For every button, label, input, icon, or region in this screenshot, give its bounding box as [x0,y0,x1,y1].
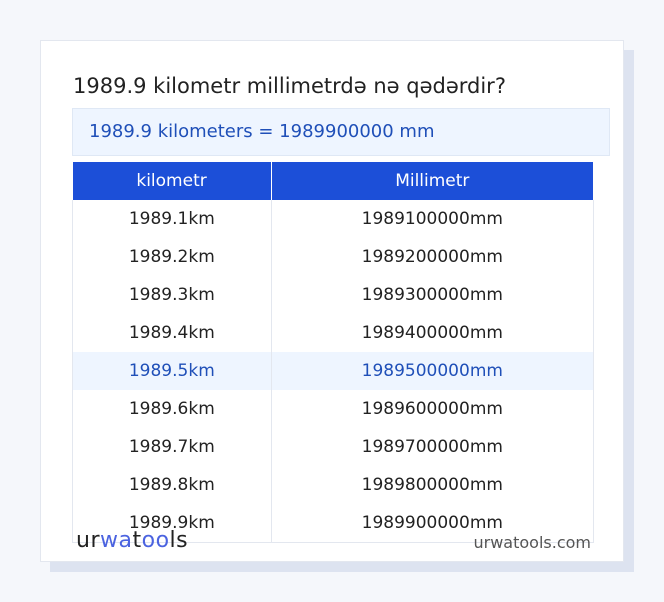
table-row: 1989.1km 1989100000mm [72,200,595,238]
millimeter-cell: 1989200000mm [270,238,595,276]
conversion-result: 1989.9 kilometers = 1989900000 mm [72,108,610,156]
kilometer-cell: 1989.5km [72,352,272,390]
kilometer-cell: 1989.3km [72,276,272,314]
kilometer-cell: 1989.4km [72,314,272,352]
table-row: 1989.9km 1989900000mm [72,504,595,543]
table-row: 1989.8km 1989800000mm [72,466,595,504]
site-link[interactable]: urwatools.com [473,533,592,552]
urwatools-logo[interactable]: urwatools [76,528,189,553]
millimeter-cell: 1989900000mm [270,504,595,543]
table-row: 1989.5km 1989500000mm [72,352,595,390]
millimeter-cell: 1989300000mm [270,276,595,314]
column-header-millimetr: Millimetr [271,162,595,200]
kilometer-cell: 1989.1km [72,200,272,238]
kilometer-cell: 1989.7km [72,428,272,466]
millimeter-cell: 1989700000mm [270,428,595,466]
kilometer-cell: 1989.2km [72,238,272,276]
millimeter-cell: 1989800000mm [270,466,595,504]
kilometer-cell: 1989.9km [72,504,272,543]
millimeter-cell: 1989400000mm [270,314,595,352]
millimeter-cell: 1989100000mm [270,200,595,238]
table-row: 1989.2km 1989200000mm [72,238,595,276]
converter-card: 1989.9 kilometr millimetrdə nə qədərdir?… [40,40,624,562]
table-row: 1989.7km 1989700000mm [72,428,595,466]
kilometer-cell: 1989.8km [72,466,272,504]
kilometer-cell: 1989.6km [72,390,272,428]
table-row: 1989.3km 1989300000mm [72,276,595,314]
conversion-table: kilometr Millimetr 1989.1km 1989100000mm 1… [72,162,595,543]
column-header-kilometr: kilometr [72,162,272,200]
millimeter-cell: 1989600000mm [270,390,595,428]
millimeter-cell: 1989500000mm [270,352,595,390]
table-row: 1989.6km 1989600000mm [72,390,595,428]
page-title: 1989.9 kilometr millimetrdə nə qədərdir? [73,74,506,98]
table-row: 1989.4km 1989400000mm [72,314,595,352]
